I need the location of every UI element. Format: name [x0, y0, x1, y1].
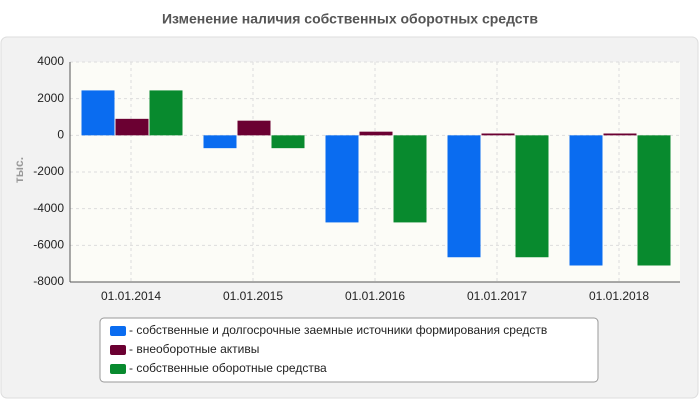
legend: [99, 317, 599, 383]
y-tick-label: -6000: [33, 238, 64, 252]
x-tick-label: 01.01.2015: [223, 289, 283, 303]
bar: [393, 135, 427, 223]
bar: [271, 135, 305, 149]
bar: [237, 120, 271, 136]
y-tick-label: 4000: [37, 54, 64, 68]
bar: [359, 131, 393, 136]
y-axis-label: тыс.: [12, 157, 26, 183]
legend-label: - собственные и долгосрочные заемные ист…: [129, 323, 547, 337]
bar: [603, 133, 637, 136]
bar: [115, 118, 149, 136]
bar: [481, 133, 515, 136]
bar: [149, 90, 183, 136]
y-tick-label: 0: [57, 128, 64, 142]
bar: [637, 135, 671, 266]
bar: [569, 135, 603, 266]
y-tick-label: -2000: [33, 164, 64, 178]
legend-label: - собственные оборотные средства: [129, 361, 327, 375]
bar: [325, 135, 359, 223]
legend-swatch: [110, 345, 126, 355]
legend-swatch: [110, 326, 126, 336]
x-tick-label: 01.01.2018: [589, 289, 649, 303]
y-tick-label: -8000: [33, 274, 64, 288]
legend-label: - внеоборотные активы: [129, 342, 259, 356]
y-tick-label: -4000: [33, 201, 64, 215]
bar: [203, 135, 237, 149]
chart-title: Изменение наличия собственных оборотных …: [162, 11, 538, 27]
bar: [447, 135, 481, 258]
bar: [81, 90, 115, 136]
legend-swatch: [110, 364, 126, 374]
x-tick-label: 01.01.2016: [345, 289, 405, 303]
y-tick-label: 2000: [37, 91, 64, 105]
x-tick-label: 01.01.2017: [467, 289, 527, 303]
bar: [515, 135, 549, 258]
x-tick-label: 01.01.2014: [101, 289, 161, 303]
